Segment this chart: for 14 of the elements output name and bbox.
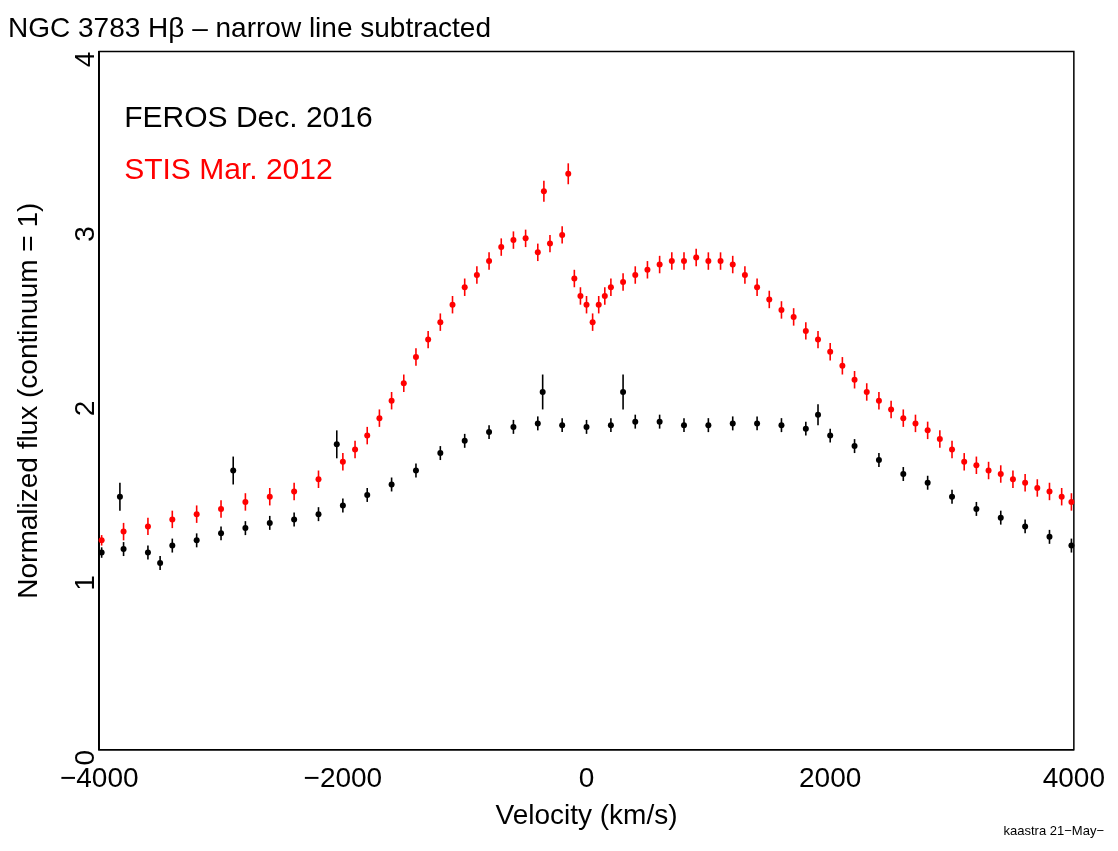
x-tick-label: 0: [578, 762, 595, 794]
y-tick-label: 2: [68, 400, 100, 417]
x-tick-label: 4000: [1042, 762, 1105, 794]
x-tick-label: 2000: [799, 762, 862, 794]
x-tick-label: −2000: [303, 762, 383, 794]
text: kaastra 21−May−: [1003, 823, 1104, 838]
y-tick-label: 3: [68, 226, 100, 242]
chart-title: NGC 3783 Hβ – narrow line subtracted: [8, 11, 491, 43]
y-axis-title: Normalized flux (continuum = 1): [11, 202, 43, 599]
text: FEROS Dec. 2016: [124, 99, 373, 133]
y-tick-label: 1: [68, 575, 100, 591]
x-axis-title: Velocity (km/s): [495, 798, 678, 830]
text: STIS Mar. 2012: [124, 151, 333, 185]
y-tick-label: 4: [68, 51, 100, 68]
